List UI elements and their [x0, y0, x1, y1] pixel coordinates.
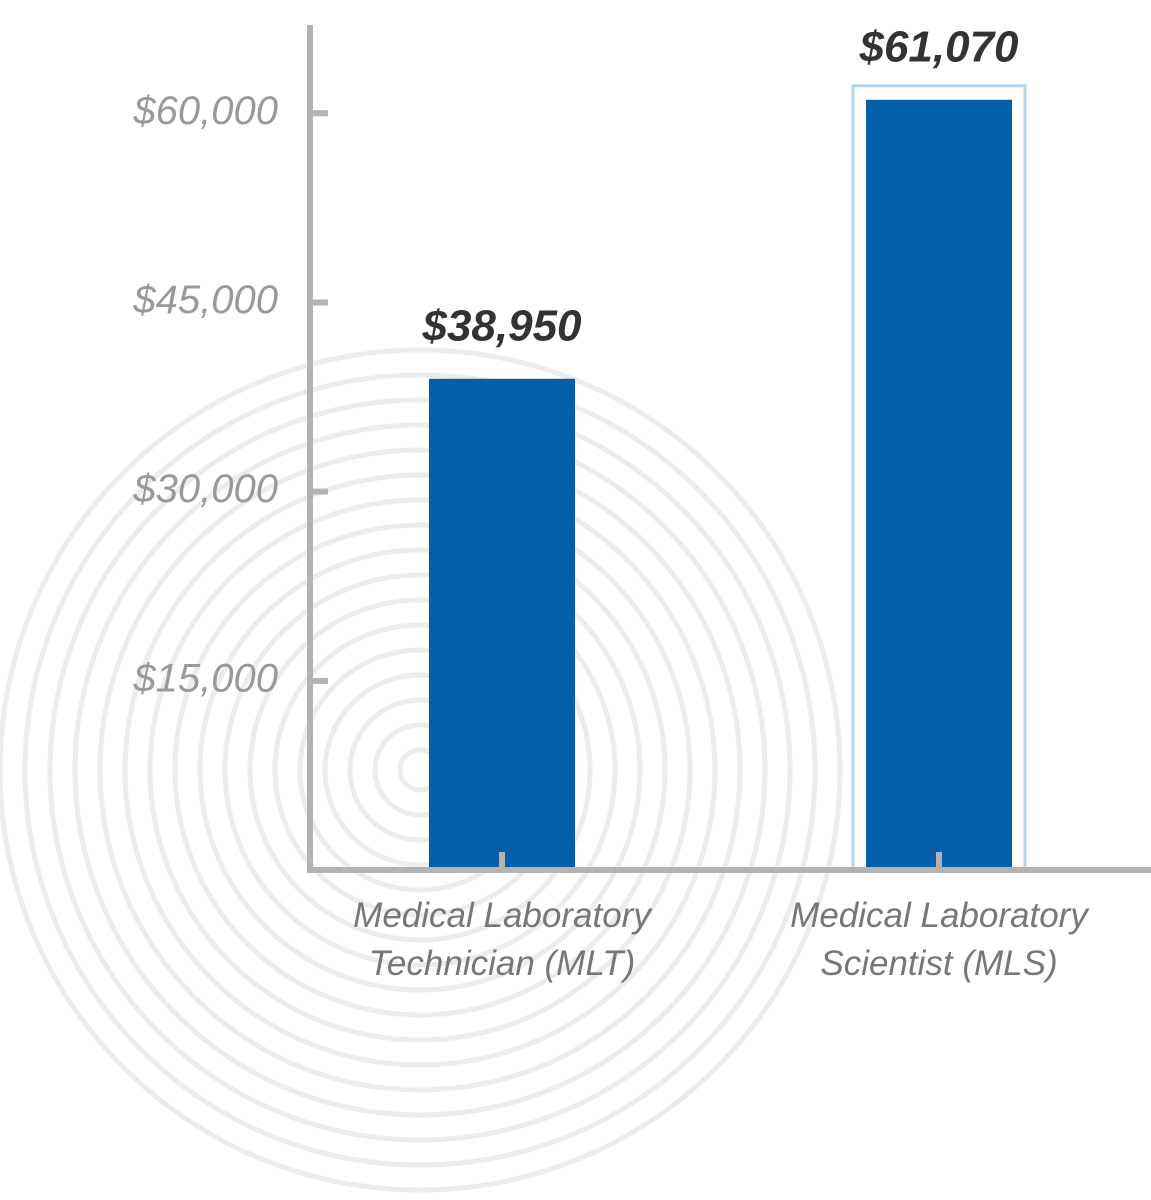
y-tick-label: $15,000 — [132, 656, 278, 700]
y-tick-label: $30,000 — [132, 467, 278, 511]
x-tick-label: Medical Laboratory Technician (MLT) — [353, 896, 651, 983]
fingerprint-background — [0, 347, 843, 1193]
bar — [866, 99, 1012, 870]
y-tick-label: $45,000 — [132, 278, 278, 322]
bar — [429, 378, 575, 870]
value-label: $61,070 — [858, 22, 1019, 71]
x-tick-label: Medical Laboratory Scientist (MLS) — [790, 896, 1088, 983]
y-tick-label: $60,000 — [132, 89, 278, 133]
value-label: $38,950 — [421, 301, 582, 350]
